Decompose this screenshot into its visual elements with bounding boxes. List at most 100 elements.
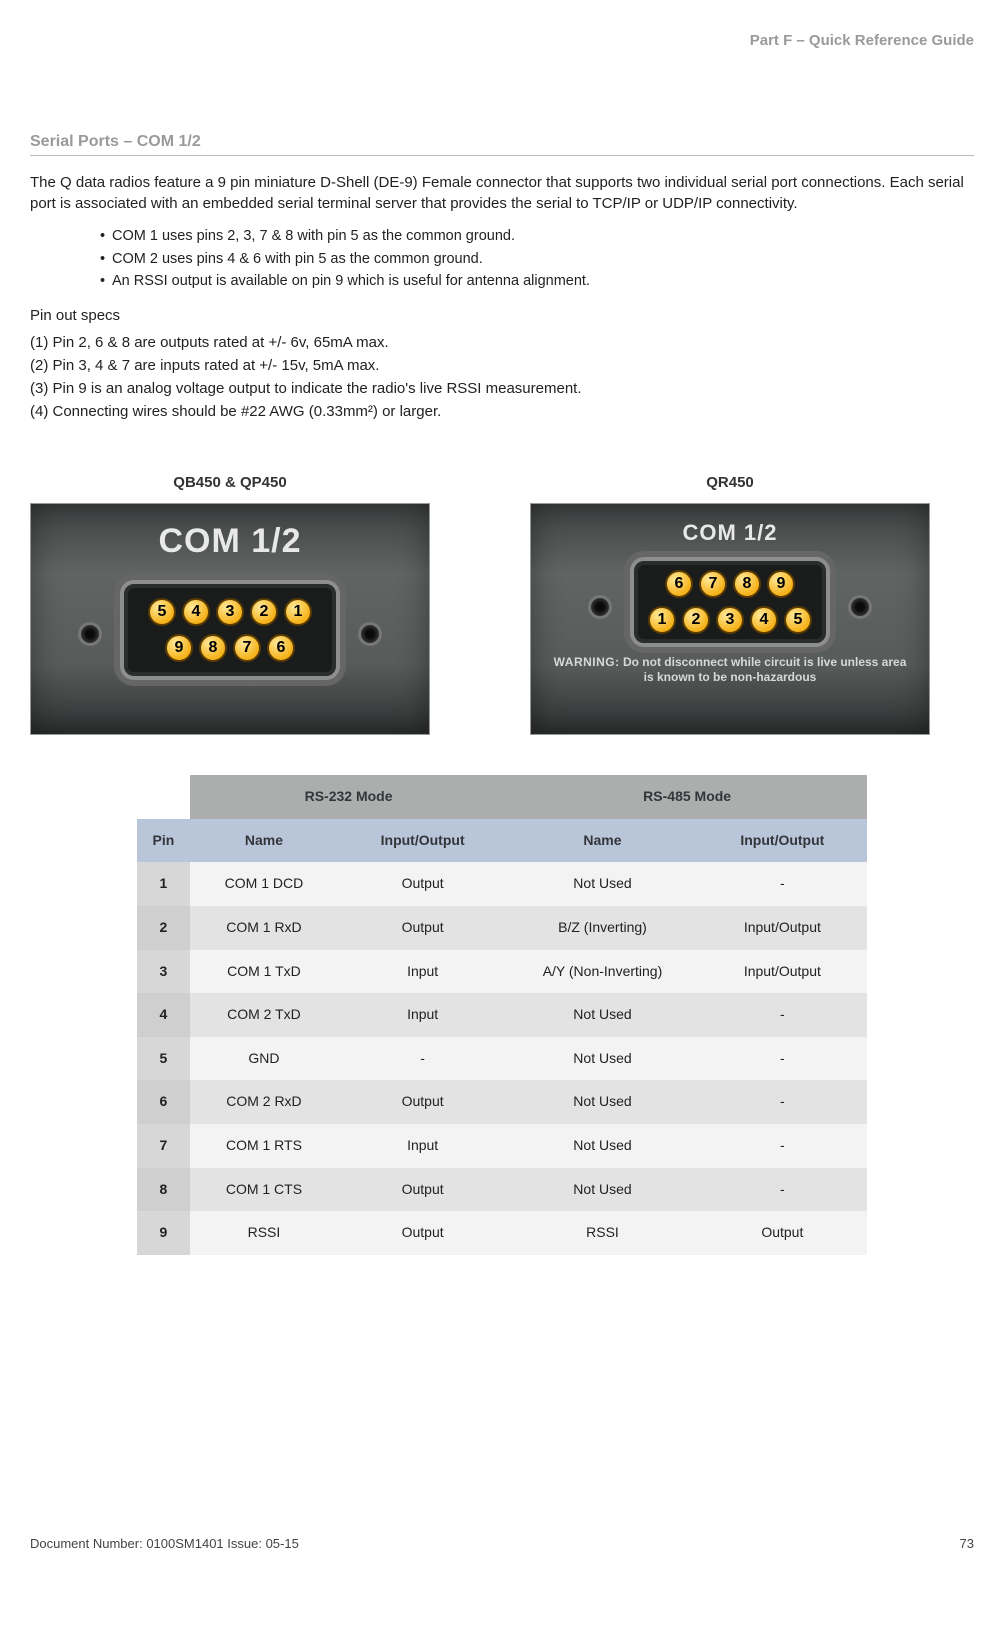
spec-line: (4) Connecting wires should be #22 AWG (…	[30, 401, 974, 422]
table-cell: 4	[137, 993, 190, 1037]
pin: 4	[182, 598, 210, 626]
pin: 8	[199, 634, 227, 662]
table-row: 8COM 1 CTSOutputNot Used-	[137, 1168, 867, 1212]
table-cell: 2	[137, 906, 190, 950]
table-cell: Not Used	[507, 1124, 697, 1168]
table-row: 9RSSIOutputRSSIOutput	[137, 1211, 867, 1255]
connector-box-right: COM 1/2 6 7 8 9 1 2 3 4 5 W	[530, 503, 930, 735]
pin: 2	[682, 606, 710, 634]
table-cell: B/Z (Inverting)	[507, 906, 697, 950]
part-header: Part F – Quick Reference Guide	[30, 30, 974, 51]
spec-line: (2) Pin 3, 4 & 7 are inputs rated at +/-…	[30, 355, 974, 376]
warning-text: WARNING: Do not disconnect while circuit…	[531, 655, 929, 685]
table-cell: -	[698, 993, 867, 1037]
col-io232: Input/Output	[338, 819, 507, 863]
table-cell: RSSI	[190, 1211, 338, 1255]
table-cell: COM 1 RTS	[190, 1124, 338, 1168]
table-cell: 6	[137, 1080, 190, 1124]
diagram-row: QB450 & QP450 COM 1/2 5 4 3 2 1 9 8 7 6	[30, 472, 974, 735]
table-mode-row: RS-232 Mode RS-485 Mode	[137, 775, 867, 819]
pin: 1	[284, 598, 312, 626]
table-cell: -	[698, 1037, 867, 1081]
table-cell: Input/Output	[698, 906, 867, 950]
footer-doc: Document Number: 0100SM1401 Issue: 05-15	[30, 1535, 299, 1553]
table-cell: -	[338, 1037, 507, 1081]
table-cell: Input	[338, 1124, 507, 1168]
pinout-subhead: Pin out specs	[30, 305, 974, 326]
pin: 3	[216, 598, 244, 626]
table-row: 6COM 2 RxDOutputNot Used-	[137, 1080, 867, 1124]
pin-row-bottom: 1 2 3 4 5	[648, 606, 812, 634]
table-cell: GND	[190, 1037, 338, 1081]
table-head-row: Pin Name Input/Output Name Input/Output	[137, 819, 867, 863]
section-title: Serial Ports – COM 1/2	[30, 131, 974, 156]
table-cell: Output	[338, 906, 507, 950]
pin: 3	[716, 606, 744, 634]
diagram-left: QB450 & QP450 COM 1/2 5 4 3 2 1 9 8 7 6	[30, 472, 430, 735]
pin-row-top: 5 4 3 2 1	[148, 598, 312, 626]
pin: 4	[750, 606, 778, 634]
table-cell: -	[698, 1168, 867, 1212]
pin: 5	[148, 598, 176, 626]
pin: 6	[665, 570, 693, 598]
table-cell: Not Used	[507, 993, 697, 1037]
table-cell: Output	[338, 1168, 507, 1212]
bullet-list: COM 1 uses pins 2, 3, 7 & 8 with pin 5 a…	[100, 226, 974, 291]
spec-line: (3) Pin 9 is an analog voltage output to…	[30, 378, 974, 399]
table-cell: COM 1 RxD	[190, 906, 338, 950]
com-label-right: COM 1/2	[682, 518, 777, 549]
pin: 9	[767, 570, 795, 598]
diagram-right-label: QR450	[706, 472, 754, 493]
de9-right: 6 7 8 9 1 2 3 4 5	[630, 557, 830, 647]
table-row: 7COM 1 RTSInputNot Used-	[137, 1124, 867, 1168]
bullet-item: COM 1 uses pins 2, 3, 7 & 8 with pin 5 a…	[100, 226, 974, 246]
table-header-rs232: RS-232 Mode	[190, 775, 507, 819]
pin-table: RS-232 Mode RS-485 Mode Pin Name Input/O…	[137, 775, 867, 1255]
table-cell: Input	[338, 950, 507, 994]
intro-paragraph: The Q data radios feature a 9 pin miniat…	[30, 172, 974, 214]
warning-body: Do not disconnect while circuit is live …	[623, 655, 906, 684]
spec-line: (1) Pin 2, 6 & 8 are outputs rated at +/…	[30, 332, 974, 353]
table-cell: 1	[137, 862, 190, 906]
pin: 5	[784, 606, 812, 634]
pin: 6	[267, 634, 295, 662]
screw-icon	[78, 622, 102, 646]
table-header-blank	[137, 775, 190, 819]
table-cell: A/Y (Non-Inverting)	[507, 950, 697, 994]
table-cell: -	[698, 862, 867, 906]
table-row: 1COM 1 DCDOutputNot Used-	[137, 862, 867, 906]
com-label-left: COM 1/2	[158, 518, 301, 566]
pin: 7	[233, 634, 261, 662]
table-cell: COM 1 DCD	[190, 862, 338, 906]
diagram-right: QR450 COM 1/2 6 7 8 9 1 2 3 4 5	[530, 472, 930, 735]
pin: 7	[699, 570, 727, 598]
footer: Document Number: 0100SM1401 Issue: 05-15…	[30, 1535, 974, 1553]
table-cell: 5	[137, 1037, 190, 1081]
table-cell: 8	[137, 1168, 190, 1212]
table-cell: -	[698, 1080, 867, 1124]
pin: 2	[250, 598, 278, 626]
bullet-item: COM 2 uses pins 4 & 6 with pin 5 as the …	[100, 249, 974, 269]
table-cell: Input	[338, 993, 507, 1037]
table-cell: COM 2 TxD	[190, 993, 338, 1037]
table-cell: Not Used	[507, 1168, 697, 1212]
table-cell: 9	[137, 1211, 190, 1255]
table-row: 5GND-Not Used-	[137, 1037, 867, 1081]
table-cell: Output	[338, 1211, 507, 1255]
table-cell: Output	[338, 862, 507, 906]
spec-list: (1) Pin 2, 6 & 8 are outputs rated at +/…	[30, 332, 974, 422]
table-cell: COM 1 CTS	[190, 1168, 338, 1212]
table-cell: Not Used	[507, 862, 697, 906]
table-row: 3COM 1 TxDInputA/Y (Non-Inverting)Input/…	[137, 950, 867, 994]
pin-row-bottom: 9 8 7 6	[165, 634, 295, 662]
table-cell: RSSI	[507, 1211, 697, 1255]
table-cell: Not Used	[507, 1080, 697, 1124]
col-name485: Name	[507, 819, 697, 863]
col-io485: Input/Output	[698, 819, 867, 863]
connector-box-left: COM 1/2 5 4 3 2 1 9 8 7 6	[30, 503, 430, 735]
pin: 8	[733, 570, 761, 598]
table-header-rs485: RS-485 Mode	[507, 775, 867, 819]
table-cell: Output	[338, 1080, 507, 1124]
pin-row-top: 6 7 8 9	[665, 570, 795, 598]
table-cell: Not Used	[507, 1037, 697, 1081]
